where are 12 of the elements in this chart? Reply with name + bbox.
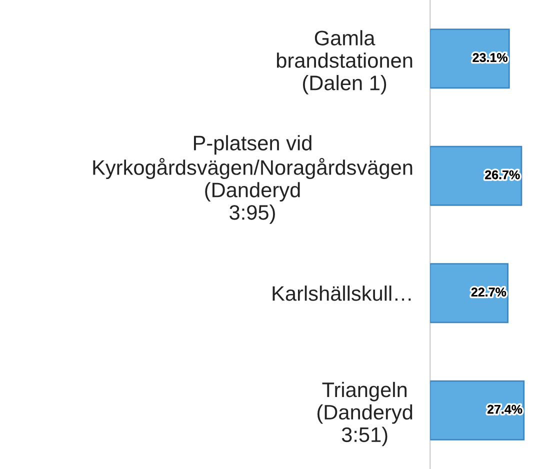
bar <box>430 380 525 440</box>
data-label: 26.7% <box>485 170 520 180</box>
bar <box>430 28 510 89</box>
y-tick-label: Triangeln (Danderyd 3:51) <box>317 382 412 446</box>
y-tick-label: Karlshällskull… <box>272 286 411 301</box>
data-label: 22.7% <box>471 288 506 296</box>
y-tick-label: P-platsen vid Kyrkogårdsvägen/Noragårdsvägen (Danderyd 3:95) <box>93 135 412 224</box>
y-tick-label: Gamla brandstationen (Dalen 1) <box>276 30 412 94</box>
data-label: 27.4% <box>487 404 522 414</box>
bar <box>430 263 508 324</box>
bar <box>430 146 522 206</box>
data-label: 23.1% <box>472 53 508 62</box>
